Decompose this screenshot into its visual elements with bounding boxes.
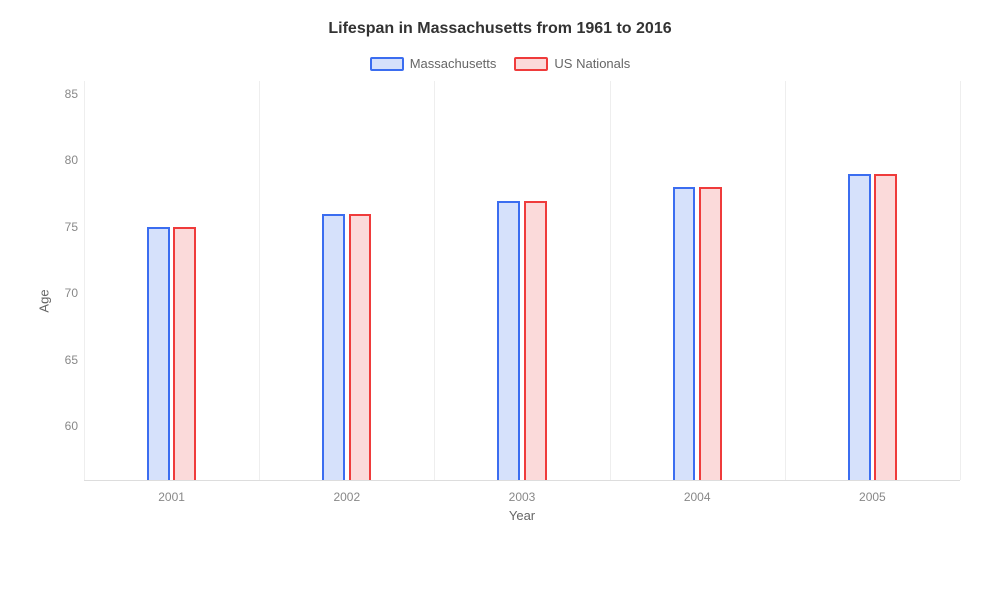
gridline-vertical: [785, 81, 786, 480]
y-tick-label: 85: [40, 87, 78, 101]
gridline-vertical: [960, 81, 961, 480]
y-tick-label: 60: [40, 419, 78, 433]
gridline-vertical: [610, 81, 611, 480]
gridline-vertical: [84, 81, 85, 480]
x-tick-label: 2001: [158, 490, 185, 504]
y-tick-label: 70: [40, 286, 78, 300]
legend-item-massachusetts: Massachusetts: [370, 56, 497, 71]
x-tick-label: 2005: [859, 490, 886, 504]
legend: Massachusetts US Nationals: [30, 56, 970, 71]
bar-us-nationals: [173, 227, 196, 480]
legend-label-massachusetts: Massachusetts: [410, 56, 497, 71]
bar-us-nationals: [874, 174, 897, 480]
bar-massachusetts: [322, 214, 345, 480]
legend-label-us-nationals: US Nationals: [554, 56, 630, 71]
bar-massachusetts: [673, 187, 696, 480]
bar-us-nationals: [699, 187, 722, 480]
y-tick-label: 75: [40, 220, 78, 234]
y-tick-label: 65: [40, 353, 78, 367]
y-tick-label: 80: [40, 153, 78, 167]
legend-item-us-nationals: US Nationals: [514, 56, 630, 71]
gridline-vertical: [434, 81, 435, 480]
plot-area: 60657075808520012002200320042005: [84, 81, 960, 481]
gridline-vertical: [259, 81, 260, 480]
bar-massachusetts: [497, 201, 520, 480]
x-tick-label: 2003: [509, 490, 536, 504]
bar-us-nationals: [524, 201, 547, 480]
x-axis-label: Year: [509, 508, 535, 523]
bar-massachusetts: [848, 174, 871, 480]
plot: Age 60657075808520012002200320042005 Yea…: [84, 81, 960, 521]
chart-title: Lifespan in Massachusetts from 1961 to 2…: [30, 20, 970, 38]
x-tick-label: 2002: [333, 490, 360, 504]
bar-us-nationals: [349, 214, 372, 480]
legend-swatch-massachusetts: [370, 57, 404, 71]
x-tick-label: 2004: [684, 490, 711, 504]
lifespan-chart: Lifespan in Massachusetts from 1961 to 2…: [0, 0, 1000, 600]
legend-swatch-us-nationals: [514, 57, 548, 71]
bar-massachusetts: [147, 227, 170, 480]
